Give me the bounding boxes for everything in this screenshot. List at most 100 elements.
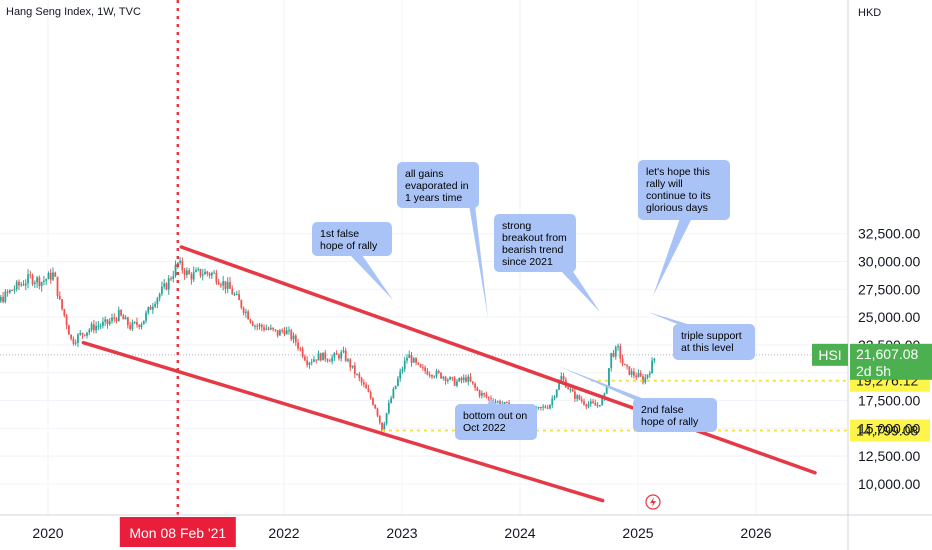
candle-body [244, 311, 247, 313]
candle-body [322, 352, 324, 361]
note-1st-false-hope[interactable]: 1st false hope of rally [312, 222, 392, 256]
note-bottom-out[interactable]: bottom out on Oct 2022 [455, 404, 537, 440]
candle-body [204, 271, 206, 275]
candle-body [328, 360, 331, 362]
candle-body [33, 282, 36, 285]
candle-body [428, 374, 431, 376]
candle-body [465, 377, 467, 382]
candle-body [249, 319, 252, 323]
candle-body [476, 387, 479, 391]
candle-body [444, 376, 447, 382]
channel-lower-line [81, 340, 605, 503]
candle-body [126, 317, 129, 326]
candle-body [265, 328, 268, 330]
candle-body [260, 324, 263, 328]
candle-body [437, 370, 440, 373]
candle-body [183, 270, 186, 276]
candle-body [220, 284, 222, 286]
candle-body [431, 375, 433, 377]
price-tick-label: 10,000.00 [858, 476, 920, 492]
candle-body [11, 290, 14, 292]
candle-body [170, 278, 172, 280]
candle-body [56, 276, 59, 296]
candle-body [505, 402, 508, 404]
candle-body [36, 277, 39, 283]
candle-body [408, 354, 411, 358]
candle-body [83, 334, 86, 336]
candle-body [213, 272, 216, 274]
candle-body [215, 272, 218, 283]
candle-body [45, 279, 48, 281]
candle-body [417, 362, 420, 365]
candle-body [453, 377, 456, 386]
candle-body [115, 318, 118, 321]
candle-body [360, 377, 363, 383]
candles [0, 257, 656, 432]
candle-body [608, 368, 610, 388]
candle-body [401, 369, 404, 372]
candle-body [79, 333, 82, 335]
candle-body [578, 395, 581, 400]
candle-body [145, 312, 147, 321]
candle-body [390, 398, 393, 403]
note-all-gains[interactable]: all gains evaporated in 1 years time [397, 162, 479, 208]
candle-body [281, 330, 284, 332]
candle-body [301, 348, 304, 357]
candle-body [378, 415, 381, 423]
candle-body [15, 281, 18, 290]
time-tick-label: 2020 [32, 525, 63, 541]
candle-body [297, 342, 299, 349]
candle-body [442, 376, 445, 379]
candle-body [74, 342, 77, 344]
price-tick-label: 15,000.00 [858, 420, 920, 436]
candle-body [122, 315, 125, 320]
channel-upper-line [179, 245, 817, 475]
candle-body [254, 325, 256, 327]
candle-body [633, 371, 635, 376]
note-pointer [648, 312, 694, 326]
candle-body [181, 260, 184, 271]
candle-body [29, 274, 32, 276]
currency-label: HKD [858, 7, 882, 19]
note-triple-support[interactable]: triple support at this level [673, 324, 755, 360]
note-lets-hope[interactable]: let's hope this rally will continue to i… [638, 160, 730, 220]
price-tick-label: 27,500.00 [858, 281, 920, 297]
candle-body [163, 283, 166, 287]
candle-body [95, 325, 98, 331]
candle-body [569, 389, 572, 391]
time-tick-label: 2026 [740, 525, 771, 541]
candle-body [406, 357, 408, 361]
candle-body [24, 283, 27, 286]
candle-body [567, 387, 570, 390]
price-tick-label: 32,500.00 [858, 226, 920, 242]
candle-body [623, 363, 626, 366]
candle-body [315, 359, 318, 361]
candle-body [2, 296, 4, 303]
candle-body [233, 294, 236, 296]
note-strong-breakout[interactable]: strong breakout from bearish trend since… [494, 214, 576, 272]
candle-body [446, 379, 449, 382]
candle-body [156, 298, 159, 305]
chart-title: Hang Seng Index, 1W, TVC [6, 6, 141, 18]
candle-body [576, 395, 579, 399]
candle-body [394, 385, 397, 389]
candle-body [435, 370, 438, 377]
candle-body [310, 361, 313, 363]
candle-body [147, 306, 150, 313]
note-2nd-false-hope[interactable]: 2nd false hope of rally [633, 398, 717, 432]
candle-body [313, 359, 315, 362]
candle-body [267, 328, 270, 330]
candle-body [88, 329, 91, 333]
candle-body [136, 322, 138, 325]
candle-body [648, 373, 651, 375]
price-tick-label: 12,500.00 [858, 448, 920, 464]
candle-body [247, 311, 250, 320]
time-tick-label: 2025 [622, 525, 653, 541]
candle-body [190, 274, 193, 280]
candle-body [142, 320, 145, 325]
candle-body [269, 327, 272, 330]
candle-body [433, 376, 436, 378]
